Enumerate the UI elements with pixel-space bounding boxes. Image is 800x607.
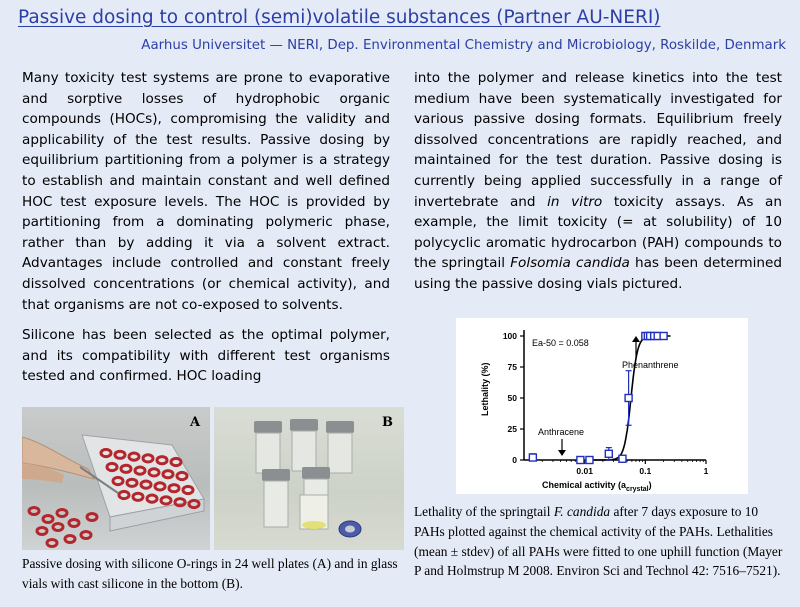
lethality-chart: 0 25 50 75 100 0.01 0.1 1 Ea-50 = 0.058 Phenan…	[456, 318, 748, 494]
o-ring	[169, 456, 183, 468]
y-tick-label: 100	[503, 331, 517, 341]
y-axis-label: Lethality (%)	[480, 362, 490, 416]
chart-caption: Lethality of the springtail F. candida a…	[414, 504, 783, 579]
annotation-anthracene: Anthracene	[538, 427, 584, 437]
y-tick-label: 25	[508, 424, 518, 434]
o-ring	[161, 469, 175, 480]
o-ring	[99, 447, 113, 459]
o-ring	[159, 495, 173, 506]
o-ring	[167, 483, 181, 494]
o-ring	[155, 455, 169, 466]
o-ring	[147, 467, 161, 478]
paragraph-silicone: Silicone has been selected as the optima…	[22, 327, 390, 385]
x-tick-label: 1	[704, 466, 709, 476]
y-tick-label: 75	[508, 362, 518, 372]
o-ring	[119, 463, 133, 474]
y-tick-label: 0	[512, 455, 517, 465]
photo-glass-vials: B	[214, 407, 404, 550]
o-ring	[139, 479, 153, 490]
o-ring	[111, 475, 125, 487]
photo-label-b: B	[382, 415, 393, 430]
data-point	[528, 453, 538, 462]
o-ring	[173, 497, 187, 508]
o-ring	[145, 493, 159, 504]
chart-svg: 0 25 50 75 100 0.01 0.1 1 Ea-50 = 0.058 Phenan…	[480, 330, 709, 493]
annotation-phenanthrene: Phenanthrene	[622, 360, 679, 370]
o-ring	[105, 461, 119, 473]
o-ring	[141, 453, 155, 464]
o-ring	[113, 449, 127, 460]
o-ring	[175, 470, 189, 482]
poster-title: Passive dosing to control (semi)volatile…	[18, 7, 661, 28]
x-tick-label: 0.1	[639, 466, 651, 476]
paragraph-results: into the polymer and release kinetics in…	[414, 70, 782, 292]
annotation-ea50: Ea-50 = 0.058	[532, 338, 589, 348]
text-column-left: Many toxicity test systems are prone to …	[22, 68, 390, 397]
o-ring	[131, 491, 145, 502]
o-ring	[153, 481, 167, 492]
text-column-right: into the polymer and release kinetics in…	[414, 68, 782, 305]
x-tick-label: 0.01	[576, 466, 593, 476]
photo-label-a: A	[190, 415, 201, 430]
o-ring	[125, 477, 139, 488]
arrowhead-phenanthrene	[632, 336, 640, 342]
photo-caption: Passive dosing with silicone O-rings in …	[22, 556, 398, 591]
data-point	[585, 455, 594, 465]
o-ring	[181, 484, 195, 496]
data-point	[618, 454, 627, 463]
x-axis-label: Chemical activity (acrystal)	[542, 480, 652, 493]
data-point	[576, 455, 585, 465]
well-plate-illustration	[22, 434, 205, 548]
vials-illustration	[254, 419, 362, 538]
data-point	[659, 331, 668, 341]
paragraph-intro: Many toxicity test systems are prone to …	[22, 70, 390, 313]
arrowhead-anthracene	[558, 450, 566, 456]
y-tick-label: 50	[508, 393, 518, 403]
data-point	[624, 393, 633, 403]
data-point	[604, 449, 614, 459]
o-ring	[127, 451, 141, 462]
o-ring	[117, 489, 131, 501]
photo-well-plate: A	[22, 407, 210, 550]
o-ring	[187, 498, 201, 510]
affiliation: Aarhus Universitet — NERI, Dep. Environm…	[141, 38, 786, 53]
o-ring	[133, 465, 147, 476]
